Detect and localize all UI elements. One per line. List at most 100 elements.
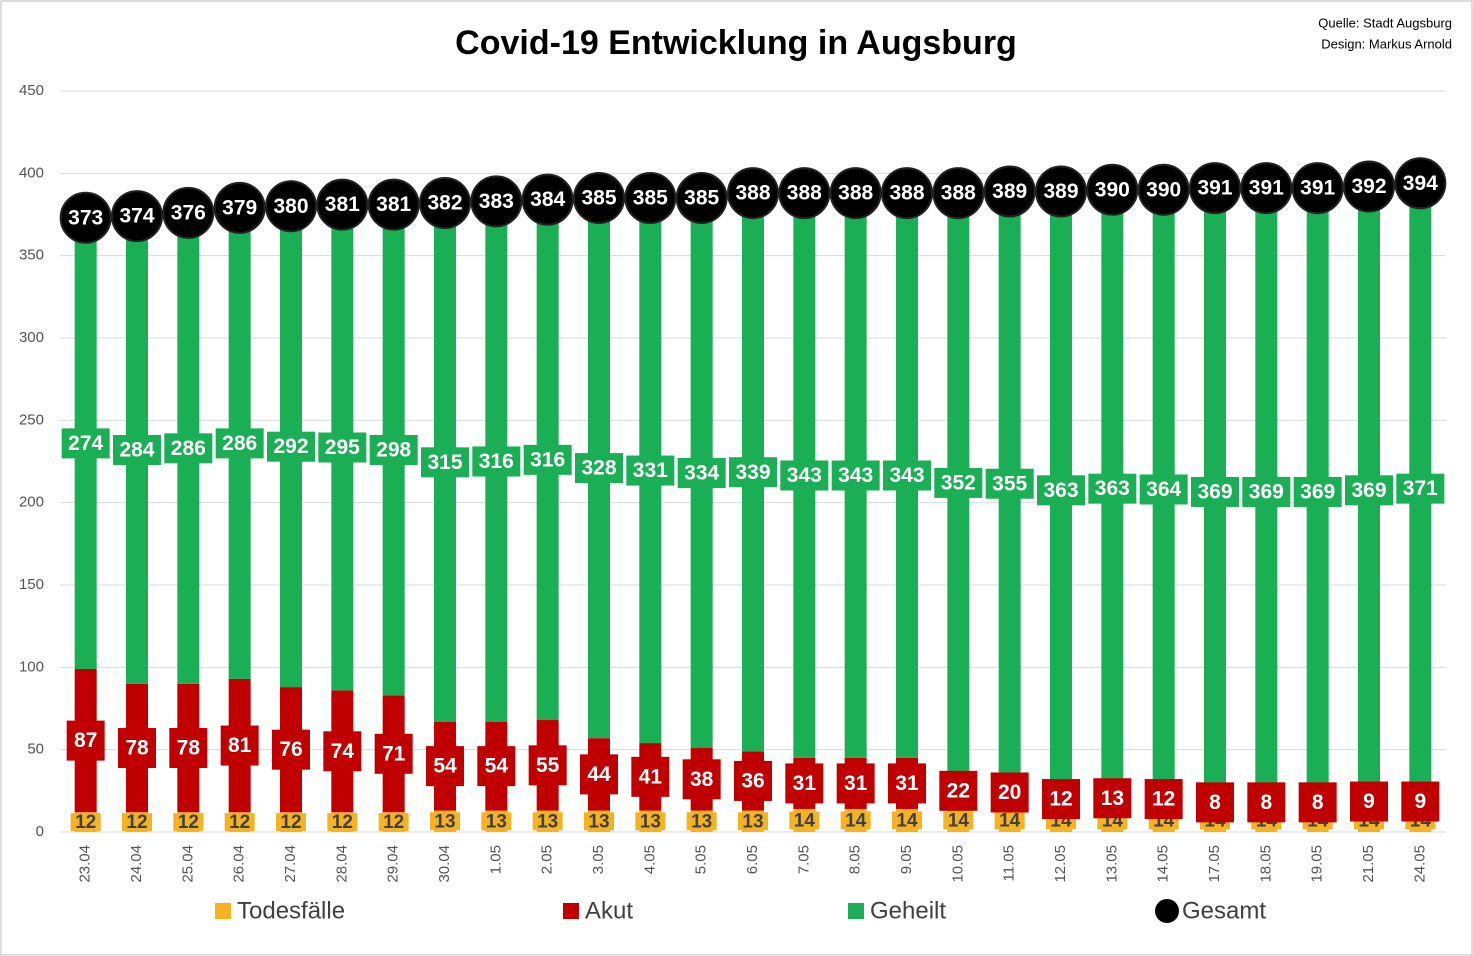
x-tick-label: 4.05 bbox=[641, 845, 658, 874]
data-label: 369 bbox=[1351, 479, 1386, 502]
label-box bbox=[426, 746, 464, 787]
label-box bbox=[985, 468, 1034, 499]
data-label: 391 bbox=[1249, 177, 1284, 200]
data-label: 295 bbox=[325, 436, 360, 459]
data-label: 388 bbox=[735, 182, 770, 205]
data-label: 343 bbox=[838, 464, 873, 487]
label-box bbox=[1298, 782, 1337, 823]
data-label: 388 bbox=[941, 182, 976, 205]
data-label: 316 bbox=[479, 450, 514, 473]
label-box bbox=[1247, 782, 1286, 823]
x-tick-label: 9.05 bbox=[898, 845, 915, 874]
data-label: 331 bbox=[633, 459, 668, 482]
label-box bbox=[61, 428, 110, 459]
data-label: 76 bbox=[279, 738, 302, 761]
legend-swatch bbox=[563, 903, 579, 919]
x-tick-label: 24.05 bbox=[1411, 845, 1428, 883]
label-box bbox=[686, 812, 717, 831]
data-label: 376 bbox=[171, 201, 206, 224]
x-tick-label: 3.05 bbox=[590, 845, 607, 874]
y-tick-label: 0 bbox=[36, 823, 44, 840]
data-label: 8 bbox=[1312, 791, 1324, 814]
label-box bbox=[272, 729, 310, 770]
data-label: 20 bbox=[998, 781, 1021, 804]
data-label: 81 bbox=[228, 734, 252, 757]
data-label: 389 bbox=[992, 180, 1027, 203]
total-marker bbox=[1343, 160, 1395, 213]
y-tick-label: 50 bbox=[27, 741, 44, 758]
data-label: 36 bbox=[741, 770, 764, 793]
label-box bbox=[888, 763, 926, 804]
data-label: 315 bbox=[427, 451, 462, 474]
label-box bbox=[943, 811, 974, 830]
x-tick-label: 26.04 bbox=[231, 845, 248, 883]
data-label: 390 bbox=[1095, 178, 1130, 201]
x-tick-label: 17.05 bbox=[1206, 845, 1223, 883]
x-tick-label: 12.05 bbox=[1052, 845, 1069, 883]
label-box bbox=[169, 728, 208, 769]
data-label: 8 bbox=[1209, 791, 1221, 814]
x-tick-label: 11.05 bbox=[1001, 845, 1018, 881]
total-marker bbox=[470, 175, 523, 228]
data-label: 22 bbox=[947, 779, 970, 802]
label-box bbox=[682, 759, 721, 800]
label-box bbox=[1396, 473, 1445, 504]
label-box bbox=[1042, 779, 1080, 820]
data-label: 298 bbox=[376, 439, 411, 462]
data-label: 12 bbox=[178, 812, 199, 833]
data-label: 392 bbox=[1351, 175, 1386, 198]
data-label: 14 bbox=[845, 810, 867, 831]
y-tick-label: 100 bbox=[19, 658, 44, 675]
label-box bbox=[677, 458, 726, 489]
label-box bbox=[780, 460, 829, 491]
x-tick-label: 2.05 bbox=[539, 845, 556, 874]
label-box bbox=[122, 813, 152, 832]
label-box bbox=[378, 813, 409, 832]
label-box bbox=[477, 746, 516, 787]
x-tick-label: 8.05 bbox=[847, 845, 864, 874]
label-box bbox=[1144, 779, 1183, 820]
legend-label: Akut bbox=[585, 897, 633, 924]
data-label: 391 bbox=[1197, 177, 1232, 200]
label-box bbox=[1196, 782, 1234, 823]
data-label: 363 bbox=[1043, 479, 1078, 502]
data-label: 41 bbox=[639, 765, 663, 788]
label-box bbox=[421, 447, 469, 478]
data-label: 371 bbox=[1403, 477, 1438, 500]
data-label: 31 bbox=[793, 772, 817, 795]
total-marker bbox=[59, 191, 112, 244]
data-label: 292 bbox=[273, 435, 308, 458]
total-marker bbox=[983, 165, 1036, 218]
total-marker bbox=[624, 172, 677, 225]
total-marker bbox=[727, 167, 779, 220]
data-label: 13 bbox=[588, 811, 609, 832]
data-label: 389 bbox=[1043, 180, 1078, 203]
data-label: 369 bbox=[1249, 481, 1284, 504]
data-label: 369 bbox=[1197, 481, 1232, 504]
label-box bbox=[990, 772, 1029, 813]
label-box bbox=[1242, 476, 1291, 507]
label-box bbox=[70, 813, 101, 832]
y-tick-label: 450 bbox=[19, 82, 44, 99]
legend-swatch bbox=[215, 903, 231, 919]
data-label: 374 bbox=[119, 205, 154, 228]
x-tick-label: 23.04 bbox=[77, 845, 94, 883]
data-label: 385 bbox=[581, 187, 616, 210]
data-label: 12 bbox=[126, 812, 147, 833]
total-marker bbox=[162, 186, 215, 239]
x-tick-label: 25.04 bbox=[179, 845, 196, 883]
y-tick-label: 150 bbox=[19, 576, 44, 593]
total-marker bbox=[213, 181, 266, 234]
label-box bbox=[1088, 473, 1137, 504]
total-marker bbox=[1035, 165, 1087, 218]
data-label: 9 bbox=[1414, 790, 1426, 813]
data-label: 380 bbox=[273, 195, 308, 218]
total-marker bbox=[316, 178, 369, 231]
data-label: 14 bbox=[948, 810, 970, 831]
label-box bbox=[1350, 781, 1388, 822]
label-box bbox=[66, 720, 105, 761]
data-label: 13 bbox=[742, 811, 763, 832]
label-box bbox=[164, 433, 213, 464]
label-box bbox=[635, 812, 666, 831]
